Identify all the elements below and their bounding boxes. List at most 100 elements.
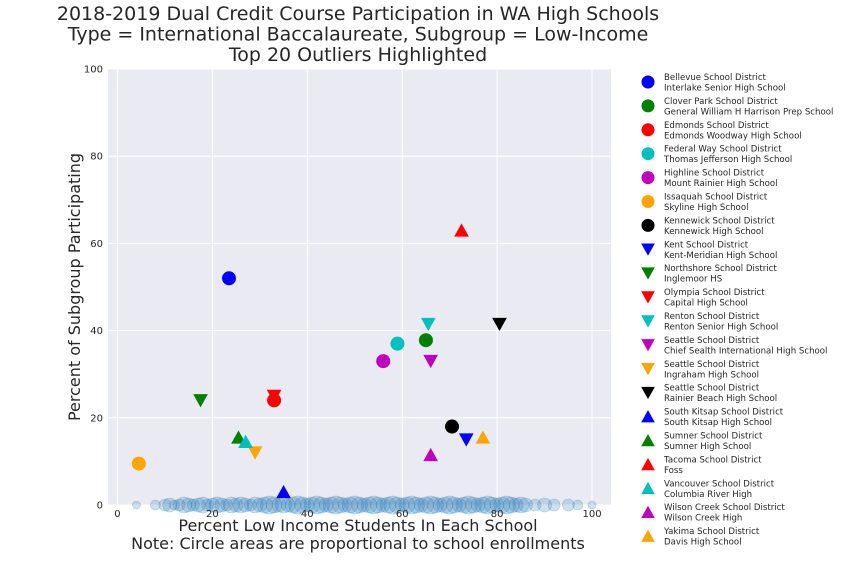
legend-marker xyxy=(641,434,655,447)
legend-district: Sumner School District xyxy=(664,432,763,442)
background-point xyxy=(446,496,463,514)
legend-district: Seattle School District xyxy=(664,384,760,394)
background-point xyxy=(547,498,561,512)
y-tick-label: 60 xyxy=(90,239,103,250)
background-point xyxy=(284,496,302,514)
background-point xyxy=(470,497,486,513)
background-point xyxy=(341,496,359,514)
background-point xyxy=(537,497,552,513)
background-point xyxy=(322,496,340,514)
background-point xyxy=(232,496,250,514)
legend-district: Edmonds School District xyxy=(664,121,769,131)
legend-school: Mount Rainier High School xyxy=(664,179,778,189)
y-tick-label: 100 xyxy=(84,65,103,76)
background-point xyxy=(508,497,524,513)
background-point xyxy=(394,497,410,513)
legend-school: Edmonds Woodway High School xyxy=(664,131,802,141)
x-axis-ticks: 0 20 40 60 80 100 xyxy=(114,509,601,520)
background-point xyxy=(436,496,454,514)
background-point xyxy=(455,496,473,514)
background-point xyxy=(337,497,353,513)
legend-marker xyxy=(641,147,655,161)
legend-district: Seattle School District xyxy=(664,336,760,346)
outlier-point xyxy=(454,223,469,237)
y-tick-label: 0 xyxy=(97,501,103,512)
x-tick-label: 60 xyxy=(396,509,409,520)
background-point xyxy=(383,495,403,515)
background-point xyxy=(421,495,440,515)
x-axis-title: Percent Low Income Students In Each Scho… xyxy=(131,516,585,553)
background-point xyxy=(181,497,196,513)
x-tick-label: 20 xyxy=(206,509,219,520)
legend-district: Vancouver School District xyxy=(664,479,775,489)
legend-district: Tacoma School District xyxy=(663,455,762,465)
background-point xyxy=(187,498,200,512)
background-point xyxy=(244,498,257,512)
legend-marker xyxy=(641,481,655,495)
background-point xyxy=(356,497,372,513)
background-point xyxy=(332,496,349,514)
legend-marker xyxy=(641,291,655,304)
background-point xyxy=(288,495,308,515)
background-point xyxy=(432,497,448,513)
background-point xyxy=(478,495,497,515)
background-point xyxy=(440,495,459,515)
outlier-point xyxy=(445,419,460,434)
background-point xyxy=(451,497,467,513)
outlier-point xyxy=(390,336,405,351)
background-point xyxy=(175,496,193,514)
legend-marker xyxy=(641,99,655,113)
x-axis-title-line-1: Percent Low Income Students In Each Scho… xyxy=(178,516,537,535)
background-point xyxy=(220,498,233,512)
outlier-point xyxy=(376,354,391,369)
background-point xyxy=(503,496,520,514)
legend-school: Ingraham High School xyxy=(664,370,759,380)
background-point xyxy=(528,498,542,512)
legend-school: Capital High School xyxy=(664,299,748,309)
legend-marker xyxy=(641,218,655,232)
outlier-point xyxy=(193,394,208,408)
legend-marker xyxy=(641,339,655,352)
outlier-point xyxy=(458,433,474,447)
background-point xyxy=(162,497,177,513)
background-point xyxy=(561,498,575,512)
legend-district: Issaquah School District xyxy=(664,193,768,203)
legend-district: Wilson Creek School District xyxy=(664,503,785,513)
legend-school: Renton Senior High School xyxy=(664,323,778,333)
background-point xyxy=(413,497,429,513)
background-point xyxy=(518,497,533,513)
background-point xyxy=(169,499,180,511)
background-point xyxy=(459,495,478,515)
background-point xyxy=(417,496,435,514)
title-line-1: 2018-2019 Dual Credit Course Participati… xyxy=(57,3,659,25)
background-point xyxy=(427,496,444,514)
background-point xyxy=(474,496,492,514)
legend-school: Davis High School xyxy=(664,538,742,548)
background-point xyxy=(318,497,334,513)
legend-marker xyxy=(641,410,655,423)
legend-school: Sumner High School xyxy=(664,442,751,452)
background-point xyxy=(572,499,584,511)
legend-district: Renton School District xyxy=(664,312,760,322)
background-points xyxy=(132,495,597,515)
background-point xyxy=(375,497,391,513)
legend-marker xyxy=(641,195,655,208)
outlier-point xyxy=(231,430,246,444)
legend-marker xyxy=(641,75,655,89)
outlier-point xyxy=(423,447,439,462)
legend-district: Clover Park School District xyxy=(664,97,778,107)
legend-district: Yakima School District xyxy=(663,527,760,537)
